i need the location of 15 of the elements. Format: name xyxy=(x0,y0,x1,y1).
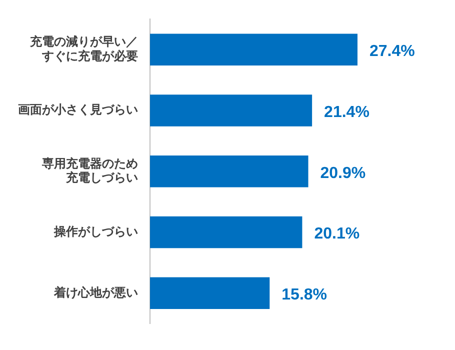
data-label: 20.9% xyxy=(320,164,366,182)
bar xyxy=(150,277,270,310)
bar xyxy=(150,94,312,126)
data-label: 15.8% xyxy=(282,286,328,304)
y-tick-label: 専用充電器のため充電しづらい xyxy=(41,156,138,185)
data-label: 27.4% xyxy=(369,43,415,60)
data-label: 20.1% xyxy=(314,226,360,243)
bar xyxy=(150,34,358,66)
bar xyxy=(150,156,308,188)
y-tick-label: 操作がしづらい xyxy=(53,224,138,238)
y-tick-label: 充電の減りが早い／すぐに充電が必要 xyxy=(29,34,138,63)
y-tick-label: 着け心地が悪い xyxy=(53,285,138,300)
y-tick-label: 画面が小さく見づらい xyxy=(18,102,138,117)
data-label: 21.4% xyxy=(324,104,370,121)
bar xyxy=(150,216,302,248)
